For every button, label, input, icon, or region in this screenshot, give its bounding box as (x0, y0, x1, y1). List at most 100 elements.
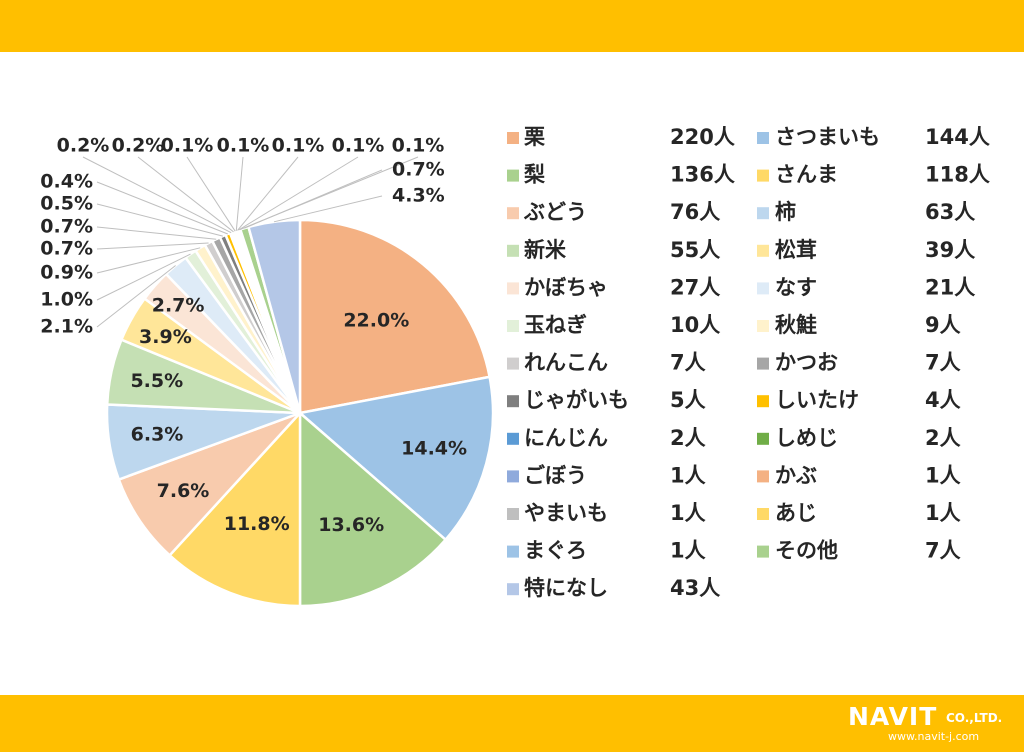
pie-slice (298, 410, 448, 608)
leader-lines (82, 156, 419, 328)
legend-item: 松茸 39人 (757, 238, 975, 262)
legend-label: じゃがいも (524, 388, 629, 412)
data-label: 0.1% (272, 135, 325, 157)
data-label: 0.7% (40, 238, 93, 260)
legend-label: 柿 (775, 200, 796, 224)
legend-count: 43人 (670, 576, 720, 600)
legend-swatch (507, 508, 519, 520)
legend-count: 220人 (670, 125, 735, 149)
legend-count: 7人 (925, 351, 961, 375)
legend-swatch (757, 169, 769, 182)
leader-line (96, 226, 217, 240)
leader-line (235, 156, 244, 231)
legend-count: 1人 (925, 463, 961, 487)
legend-swatch (507, 132, 519, 144)
data-label: 0.1% (392, 135, 445, 157)
legend-item: なす 21人 (757, 275, 975, 299)
legend-swatch (757, 244, 769, 257)
leader-line (96, 242, 209, 250)
footer-band (0, 695, 1024, 752)
legend-item: あじ 1人 (757, 501, 961, 525)
data-label: 3.9% (139, 326, 192, 348)
legend-label: ごぼう (524, 463, 587, 487)
legend-label: さつまいも (775, 125, 880, 149)
legend-item: かぶ 1人 (757, 463, 961, 487)
legend-label: やまいも (524, 501, 608, 525)
legend-item: さんま 118人 (757, 163, 990, 187)
leader-line (96, 181, 228, 235)
legend-item: 玉ねぎ 10人 (507, 313, 720, 337)
legend-item: さつまいも 144人 (757, 125, 990, 149)
data-label: 11.8% (224, 513, 290, 535)
legend-swatch (757, 470, 769, 483)
leader-line (96, 203, 223, 237)
legend-label: しめじ (775, 426, 838, 450)
legend-swatch (507, 470, 519, 483)
data-label: 6.3% (131, 424, 184, 446)
legend-count: 7人 (670, 351, 706, 375)
legend-swatch (507, 395, 519, 408)
legend-swatch (507, 357, 519, 370)
legend-label: 新米 (524, 238, 567, 262)
data-label: 0.9% (40, 262, 93, 284)
legend-item: 柿 63人 (757, 200, 975, 224)
legend-count: 136人 (670, 163, 735, 187)
data-label: 4.3% (392, 185, 445, 207)
data-label: 0.5% (40, 193, 93, 215)
legend-count: 5人 (670, 388, 706, 412)
leader-line (186, 156, 236, 232)
data-label: 0.7% (392, 159, 445, 181)
data-label: 7.6% (157, 480, 210, 502)
legend-label: あじ (775, 501, 817, 525)
legend-swatch (507, 244, 519, 257)
legend-label: 梨 (524, 163, 545, 187)
legend-swatch (507, 432, 519, 445)
data-label: 0.2% (112, 135, 165, 157)
legend-label: 特になし (524, 576, 608, 600)
leader-line (273, 195, 383, 223)
legend-item: しいたけ 4人 (757, 388, 961, 412)
legend-count: 9人 (925, 313, 961, 337)
legend-count: 1人 (670, 501, 706, 525)
legend-swatch (757, 432, 769, 445)
pie-slice (298, 218, 492, 415)
pie-slice (167, 409, 302, 608)
legend-count: 10人 (670, 313, 720, 337)
data-label: 0.1% (161, 135, 214, 157)
legend-item: 栗 220人 (507, 125, 735, 149)
leader-line (96, 265, 176, 328)
data-labels: 22.0% 14.4% 13.6% 11.8% 7.6% 6.3% 5.5% 3.9% 2.7%… (40, 135, 467, 536)
legend-count: 21人 (925, 275, 975, 299)
legend-label: 玉ねぎ (524, 313, 587, 337)
legend-swatch (757, 132, 769, 144)
legend-item: やまいも 1人 (507, 501, 706, 525)
legend-label: にんじん (524, 426, 608, 450)
legend-item: 新米 55人 (507, 238, 720, 262)
leader-line (237, 156, 299, 231)
legend-count: 63人 (925, 200, 975, 224)
data-label: 0.1% (332, 135, 385, 157)
legend-item: 特になし 43人 (507, 576, 720, 600)
leader-line (82, 156, 232, 234)
data-label: 5.5% (130, 370, 183, 392)
legend-item: 秋鮭 9人 (757, 313, 961, 337)
legend-count: 118人 (925, 163, 990, 187)
data-label: 2.7% (152, 295, 205, 317)
data-label: 0.1% (217, 135, 270, 157)
legend-item: ごぼう 1人 (507, 463, 706, 487)
legend-label: かつお (775, 351, 838, 375)
legend-swatch (757, 320, 769, 332)
logo-company-suffix: CO.,LTD. (946, 711, 1003, 725)
leader-line (238, 156, 359, 231)
legend-count: 27人 (670, 275, 720, 299)
data-label: 0.7% (40, 216, 93, 238)
leader-line (137, 156, 234, 233)
data-label: 0.4% (40, 171, 93, 193)
legend-swatch (507, 282, 519, 295)
legend-count: 7人 (925, 539, 961, 563)
legend-label: その他 (775, 539, 838, 563)
legend-label: まぐろ (524, 539, 587, 563)
legend-swatch (507, 583, 519, 596)
legend-item: かつお 7人 (757, 351, 961, 375)
